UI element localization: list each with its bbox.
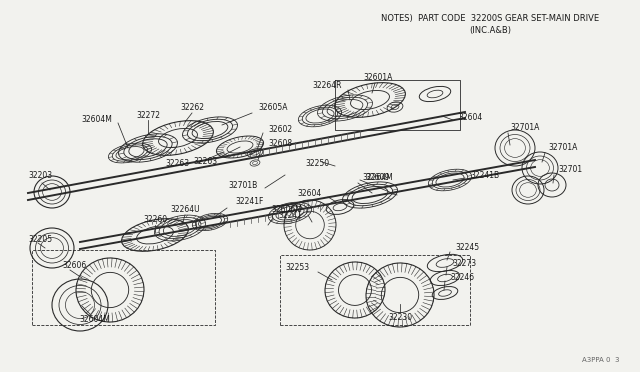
Text: 32608: 32608 [268, 138, 292, 148]
Text: 32241: 32241 [278, 211, 302, 219]
Text: 32606: 32606 [62, 260, 86, 269]
Text: 32263: 32263 [193, 157, 217, 167]
Text: 32241F: 32241F [235, 198, 264, 206]
Text: 32604M: 32604M [81, 115, 112, 125]
Text: 32605A: 32605A [258, 103, 287, 112]
Text: 32260: 32260 [143, 215, 167, 224]
Text: 32246: 32246 [450, 273, 474, 282]
Text: 32203: 32203 [28, 170, 52, 180]
Text: 32264M: 32264M [362, 173, 393, 183]
Text: 32245: 32245 [455, 244, 479, 253]
Text: 32701B: 32701B [228, 180, 258, 189]
Text: 32250: 32250 [306, 158, 330, 167]
Text: 32205: 32205 [28, 235, 52, 244]
Text: 32701A: 32701A [548, 144, 577, 153]
Text: 32701: 32701 [558, 166, 582, 174]
Text: 32273: 32273 [452, 259, 476, 267]
Text: 32263: 32263 [166, 158, 190, 167]
Text: 32264U: 32264U [170, 205, 200, 215]
Text: (INC.A&B): (INC.A&B) [469, 26, 511, 35]
Text: NOTES)  PART CODE  32200S GEAR SET-MAIN DRIVE: NOTES) PART CODE 32200S GEAR SET-MAIN DR… [381, 13, 599, 22]
Text: A3PPA 0  3: A3PPA 0 3 [582, 357, 620, 363]
Text: 32272: 32272 [136, 110, 160, 119]
Text: 32602: 32602 [268, 125, 292, 135]
Text: 32241B: 32241B [470, 170, 499, 180]
Text: 32264R: 32264R [312, 80, 342, 90]
Text: 32253: 32253 [286, 263, 310, 273]
Text: 32609: 32609 [365, 173, 389, 183]
Text: 32262: 32262 [180, 103, 204, 112]
Text: 32601A: 32601A [364, 74, 393, 83]
Text: 32606M: 32606M [271, 205, 302, 215]
Text: 32701A: 32701A [510, 124, 540, 132]
Text: 32604: 32604 [458, 113, 483, 122]
Text: 32604: 32604 [298, 189, 322, 198]
Text: 32230: 32230 [388, 314, 412, 323]
Text: 32604M: 32604M [79, 315, 111, 324]
